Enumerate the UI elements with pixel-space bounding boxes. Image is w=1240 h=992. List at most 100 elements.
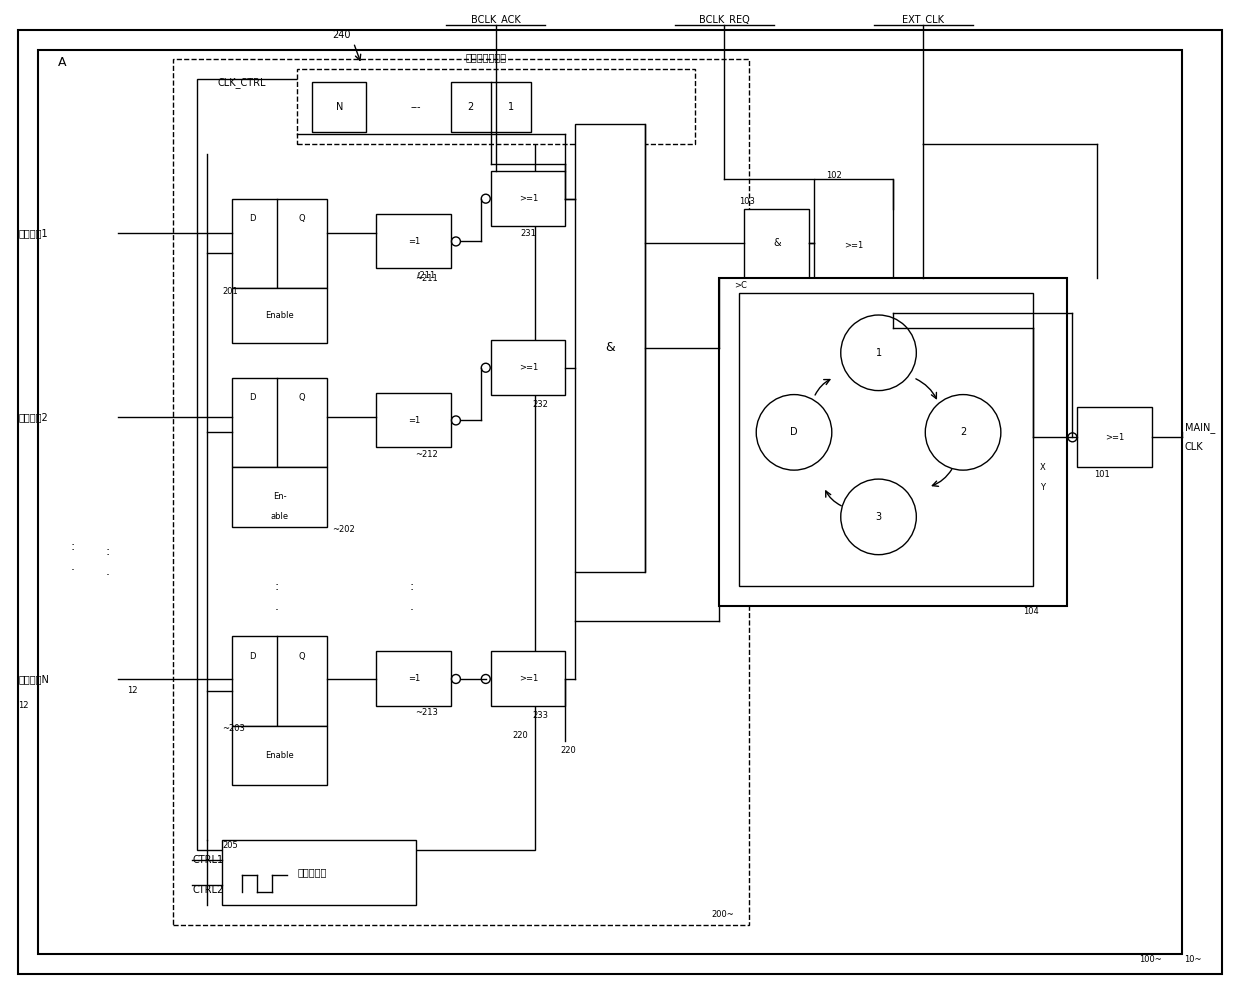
- Text: 240: 240: [332, 30, 351, 40]
- Text: &: &: [605, 341, 615, 354]
- Bar: [491, 651, 565, 706]
- Bar: [232, 288, 326, 343]
- Text: >C: >C: [734, 281, 748, 290]
- Text: >=1: >=1: [518, 675, 538, 683]
- Text: CLK_CTRL: CLK_CTRL: [217, 76, 265, 87]
- Text: 220: 220: [560, 746, 577, 755]
- Text: 2: 2: [960, 428, 966, 437]
- Bar: [744, 208, 808, 278]
- Text: ℓ211: ℓ211: [417, 271, 435, 280]
- Text: :: :: [105, 546, 110, 558]
- Text: D: D: [249, 214, 255, 223]
- Text: CTRL1: CTRL1: [192, 855, 223, 865]
- Text: ---: ---: [410, 102, 422, 112]
- Text: 12: 12: [19, 701, 29, 710]
- Text: BCLK_REQ: BCLK_REQ: [699, 14, 750, 25]
- Bar: [575, 124, 645, 571]
- Text: ~202: ~202: [331, 526, 355, 535]
- Text: ~213: ~213: [414, 708, 438, 717]
- Text: =1: =1: [408, 675, 420, 683]
- Text: 100~: 100~: [1140, 955, 1162, 964]
- Bar: [377, 393, 451, 447]
- Text: :: :: [71, 541, 76, 554]
- Text: 启动信号N: 启动信号N: [19, 674, 50, 683]
- Text: CTRL2: CTRL2: [192, 885, 223, 895]
- Text: 启动信号2: 启动信号2: [19, 413, 48, 423]
- Bar: [232, 726, 326, 786]
- Text: D: D: [249, 393, 255, 402]
- Bar: [172, 60, 749, 925]
- Text: Q: Q: [299, 393, 305, 402]
- Text: 中断屏蔽寄存器: 中断屏蔽寄存器: [465, 53, 506, 62]
- Bar: [491, 340, 565, 395]
- Bar: [232, 467, 326, 527]
- Text: En-: En-: [273, 492, 286, 502]
- Text: :: :: [409, 580, 413, 593]
- Text: EXT_CLK: EXT_CLK: [903, 14, 945, 25]
- Text: 2: 2: [467, 102, 474, 112]
- Bar: [739, 294, 1033, 586]
- Bar: [719, 278, 1068, 606]
- Text: 232: 232: [532, 400, 548, 409]
- Text: >=1: >=1: [518, 363, 538, 372]
- Text: >=1: >=1: [518, 194, 538, 203]
- Bar: [232, 636, 326, 726]
- Bar: [377, 651, 451, 706]
- Text: D: D: [790, 428, 797, 437]
- Text: MAIN_: MAIN_: [1184, 422, 1215, 433]
- Text: 1: 1: [507, 102, 513, 112]
- Text: ~211: ~211: [414, 274, 438, 283]
- Text: Q: Q: [299, 652, 305, 661]
- Text: .: .: [409, 600, 413, 613]
- Text: 12: 12: [128, 686, 138, 695]
- Bar: [491, 171, 565, 225]
- Bar: [377, 213, 451, 268]
- Text: 102: 102: [826, 172, 842, 181]
- Text: D: D: [249, 652, 255, 661]
- Text: 脉冲发生器: 脉冲发生器: [298, 867, 326, 877]
- Text: Enable: Enable: [265, 310, 294, 319]
- Bar: [813, 179, 894, 313]
- Text: .: .: [105, 565, 110, 578]
- Text: 103: 103: [739, 197, 755, 206]
- Bar: [222, 840, 417, 905]
- Bar: [451, 82, 531, 132]
- Text: 1: 1: [875, 348, 882, 358]
- Text: >=1: >=1: [844, 241, 863, 250]
- Text: CLK: CLK: [1184, 442, 1204, 452]
- Text: Enable: Enable: [265, 751, 294, 760]
- Text: BCLK_ACK: BCLK_ACK: [471, 14, 521, 25]
- Text: 205: 205: [222, 840, 238, 849]
- Text: .: .: [71, 560, 76, 573]
- Text: ~203: ~203: [222, 724, 246, 733]
- Text: 231: 231: [521, 229, 537, 238]
- Bar: [296, 69, 694, 144]
- Bar: [232, 378, 326, 467]
- Text: A: A: [58, 56, 67, 68]
- Text: &: &: [774, 238, 781, 248]
- Text: =1: =1: [408, 237, 420, 246]
- Text: 启动信号1: 启动信号1: [19, 228, 48, 238]
- Text: 101: 101: [1095, 469, 1110, 478]
- Text: 104: 104: [1023, 607, 1038, 616]
- Text: 3: 3: [875, 512, 882, 522]
- Bar: [311, 82, 367, 132]
- Text: Q: Q: [299, 214, 305, 223]
- Text: =1: =1: [408, 416, 420, 425]
- Text: able: able: [270, 513, 289, 522]
- Text: 10~: 10~: [1184, 955, 1202, 964]
- Text: Y: Y: [1040, 482, 1045, 492]
- Text: X: X: [1040, 462, 1045, 471]
- Bar: [197, 79, 536, 850]
- Text: .: .: [275, 600, 279, 613]
- Text: >=1: >=1: [1106, 433, 1125, 441]
- Text: :: :: [275, 580, 279, 593]
- Text: 233: 233: [532, 711, 548, 720]
- Bar: [232, 198, 326, 288]
- Bar: [1078, 408, 1152, 467]
- Text: 201: 201: [222, 287, 238, 296]
- Text: 220: 220: [512, 731, 528, 740]
- Text: N: N: [336, 102, 343, 112]
- Text: 200~: 200~: [712, 910, 734, 920]
- Text: ~212: ~212: [414, 449, 438, 458]
